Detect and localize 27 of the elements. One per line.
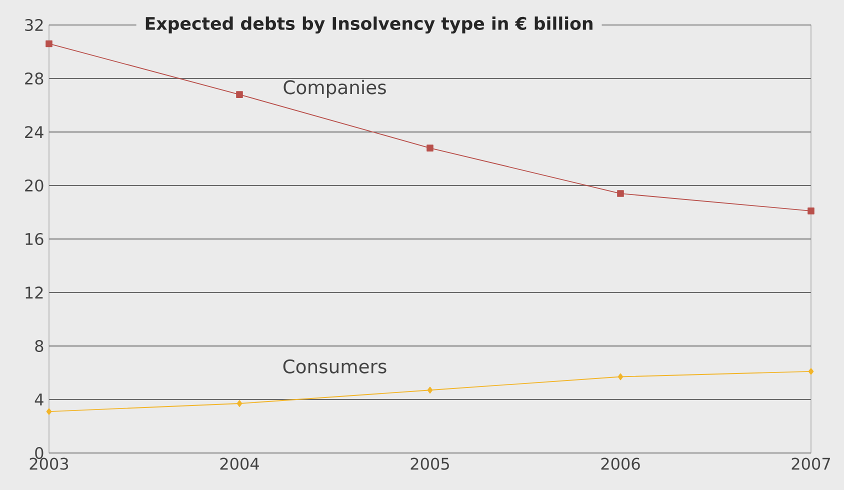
y-tick-label: 4 xyxy=(34,394,44,406)
point xyxy=(808,368,814,375)
y-tick-label: 20 xyxy=(25,179,44,192)
point xyxy=(236,400,242,407)
point xyxy=(427,386,433,394)
point xyxy=(808,208,814,214)
y-tick-label: 32 xyxy=(25,18,43,32)
point xyxy=(46,40,52,48)
series-label: Consumers xyxy=(283,359,386,374)
x-tick-label: 2006 xyxy=(601,458,640,470)
x-tick-label: 2004 xyxy=(220,458,259,470)
y-tick-label: 24 xyxy=(25,126,44,138)
y-tick-label: 16 xyxy=(26,232,44,246)
point xyxy=(617,190,624,197)
x-tick-label: 2003 xyxy=(30,458,68,470)
point xyxy=(236,91,243,98)
point xyxy=(426,144,434,152)
y-tick-label: 28 xyxy=(25,72,44,85)
y-tick-label: 8 xyxy=(35,340,44,352)
point xyxy=(46,408,52,415)
x-tick-label: 2007 xyxy=(792,458,830,470)
chart-title: Expected debts by Insolvency type in € billion xyxy=(146,16,592,34)
point xyxy=(618,373,624,380)
y-tick-label: 12 xyxy=(26,286,43,298)
y-tick-label: 0 xyxy=(35,446,44,460)
series-label: Companies xyxy=(284,80,386,98)
x-tick-label: 2005 xyxy=(410,458,449,470)
